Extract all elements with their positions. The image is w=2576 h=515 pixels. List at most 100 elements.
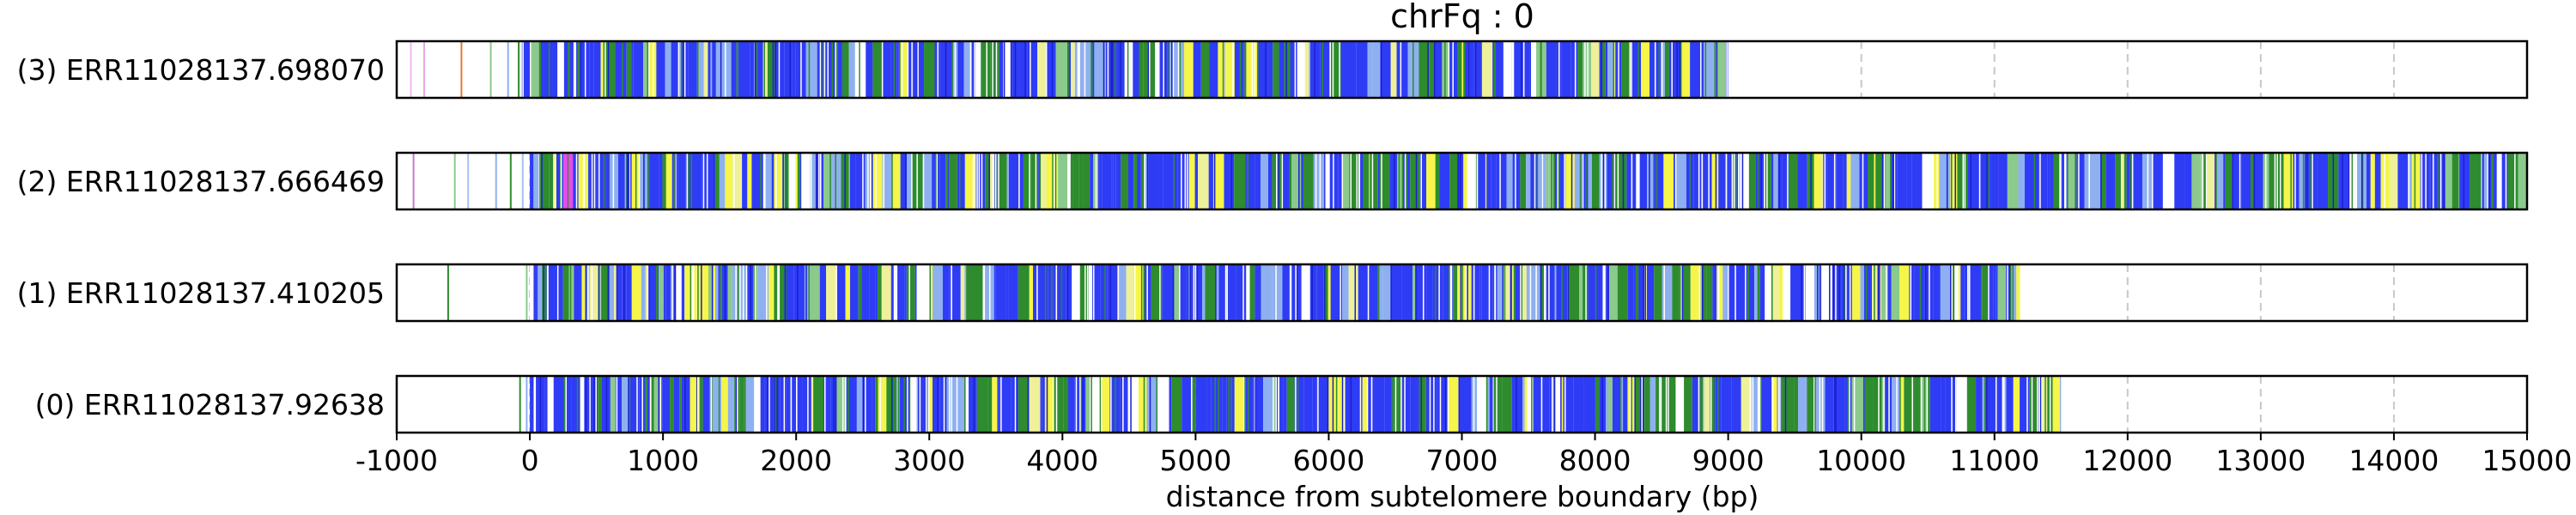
- feature-line: [951, 41, 953, 98]
- feature-segment: [677, 153, 686, 209]
- feature-segment: [1583, 376, 1595, 433]
- feature-segment: [823, 153, 830, 209]
- feature-segment: [1503, 41, 1512, 98]
- feature-line: [565, 376, 567, 433]
- feature-segment: [1727, 264, 1736, 321]
- feature-line: [1099, 376, 1102, 433]
- feature-segment: [875, 264, 878, 321]
- feature-segment: [1658, 376, 1667, 433]
- feature-line: [1465, 264, 1467, 321]
- feature-segment: [1011, 376, 1018, 433]
- feature-segment: [1245, 153, 1255, 209]
- feature-line: [1332, 41, 1334, 98]
- feature-line: [1936, 153, 1938, 209]
- feature-segment: [1463, 153, 1467, 209]
- feature-line: [862, 153, 864, 209]
- feature-segment: [1253, 376, 1264, 433]
- feature-line: [1046, 376, 1048, 433]
- feature-line: [1644, 264, 1646, 321]
- feature-segment: [1782, 153, 1789, 209]
- feature-line: [628, 153, 629, 209]
- x-tick-label: 10000: [1816, 444, 1906, 477]
- feature-segment: [1244, 41, 1247, 98]
- feature-segment: [1874, 153, 1876, 209]
- feature-line: [1877, 264, 1880, 321]
- feature-line: [2421, 153, 2423, 209]
- feature-line: [1171, 41, 1173, 98]
- feature-segment: [906, 153, 913, 209]
- track-row: (2) ERR11028137.666469: [17, 151, 2529, 211]
- feature-line: [2306, 153, 2308, 209]
- feature-line: [988, 153, 991, 209]
- feature-segment: [649, 376, 654, 433]
- feature-line: [1045, 41, 1048, 98]
- feature-line: [1968, 264, 1971, 321]
- feature-segment: [892, 153, 901, 209]
- feature-line: [1130, 41, 1133, 98]
- feature-line: [891, 376, 893, 433]
- feature-segment: [1320, 41, 1330, 98]
- feature-segment: [744, 376, 746, 433]
- feature-line: [1865, 264, 1868, 321]
- feature-line: [1084, 264, 1086, 321]
- feature-line: [1167, 41, 1169, 98]
- feature-line: [1332, 376, 1334, 433]
- feature-line: [659, 376, 662, 433]
- feature-segment: [1771, 264, 1779, 321]
- feature-segment: [993, 264, 996, 321]
- feature-line: [1275, 376, 1277, 433]
- feature-line: [891, 153, 893, 209]
- feature-line: [1820, 264, 1821, 321]
- feature-line: [1602, 264, 1604, 321]
- feature-line: [1988, 153, 1990, 209]
- feature-line: [1420, 376, 1422, 433]
- feature-line: [981, 153, 983, 209]
- feature-segment: [1591, 41, 1600, 98]
- feature-line: [1380, 41, 1382, 98]
- feature-segment: [907, 41, 914, 98]
- feature-segment: [656, 41, 665, 98]
- feature-segment: [1057, 376, 1064, 433]
- feature-segment: [1234, 376, 1244, 433]
- feature-line: [1564, 376, 1566, 433]
- feature-segment: [1090, 153, 1093, 209]
- track-row: (1) ERR11028137.410205: [17, 263, 2529, 323]
- feature-segment: [696, 41, 699, 98]
- feature-line: [2408, 153, 2410, 209]
- feature-segment: [1606, 376, 1609, 433]
- feature-segment: [1434, 41, 1443, 98]
- feature-line: [1643, 264, 1644, 321]
- feature-segment: [1369, 153, 1371, 209]
- feature-segment: [601, 264, 610, 321]
- feature-line: [1298, 153, 1300, 209]
- feature-line: [1814, 376, 1815, 433]
- feature-line: [1097, 376, 1098, 433]
- feature-segment: [957, 153, 965, 209]
- feature-line: [787, 153, 788, 209]
- feature-segment: [1706, 264, 1713, 321]
- feature-line: [568, 41, 570, 98]
- feature-segment: [631, 264, 641, 321]
- feature-segment: [975, 153, 978, 209]
- feature-segment: [718, 264, 720, 321]
- feature-line: [1622, 153, 1625, 209]
- feature-line: [674, 264, 677, 321]
- feature-line: [893, 264, 896, 321]
- feature-segment: [1272, 264, 1283, 321]
- feature-line: [1247, 153, 1249, 209]
- feature-line: [829, 153, 831, 209]
- feature-line: [647, 41, 649, 98]
- feature-line: [2281, 153, 2282, 209]
- feature-line: [616, 376, 618, 433]
- feature-segment: [1487, 376, 1490, 433]
- feature-segment: [932, 153, 934, 209]
- feature-line: [1438, 264, 1440, 321]
- feature-segment: [1579, 264, 1583, 321]
- feature-line: [1561, 264, 1563, 321]
- feature-line: [2038, 376, 2040, 433]
- feature-line: [2482, 153, 2484, 209]
- feature-segment: [2420, 153, 2430, 209]
- feature-segment: [1875, 153, 1886, 209]
- feature-line: [643, 153, 645, 209]
- feature-segment: [2459, 153, 2470, 209]
